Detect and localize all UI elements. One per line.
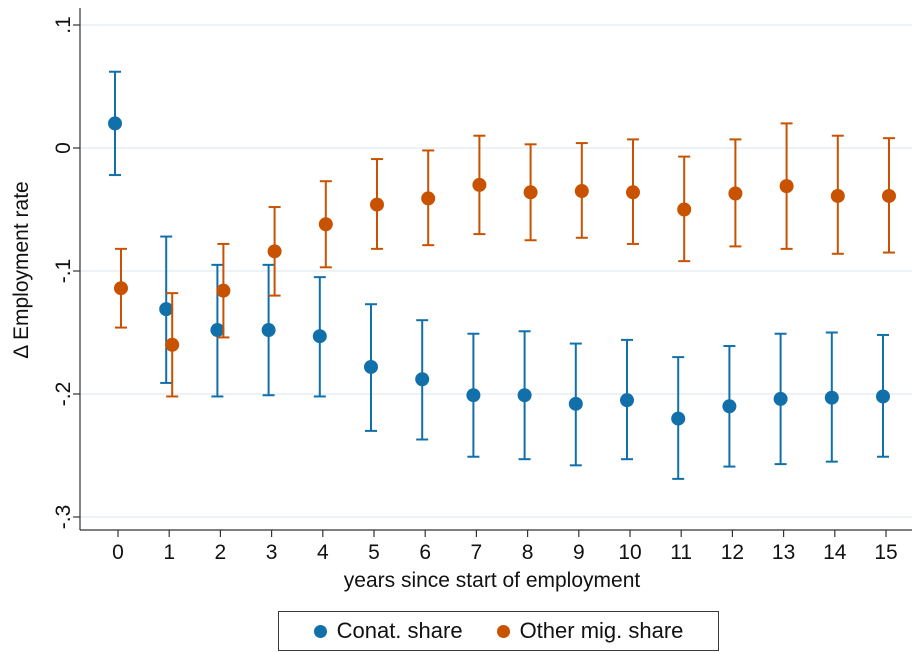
x-tick-label-9: 9	[573, 541, 585, 564]
x-tick-label-8: 8	[522, 541, 534, 564]
point-0-9	[568, 396, 583, 411]
point-0-10	[620, 393, 634, 408]
axes	[73, 8, 912, 537]
point-0-11	[671, 411, 686, 426]
series-0	[108, 70, 890, 480]
point-0-6	[415, 372, 430, 387]
series-1	[114, 122, 896, 398]
legend-marker-conat	[313, 624, 327, 638]
data-marks	[108, 70, 896, 480]
point-0-12	[722, 399, 737, 414]
x-tick-label-7: 7	[471, 541, 483, 564]
y-tick-label-3: -.2	[52, 382, 75, 407]
y-axis-label: Δ Employment rate	[10, 181, 33, 358]
point-1-1	[165, 337, 180, 352]
point-0-8	[517, 388, 532, 403]
point-1-11	[677, 202, 692, 217]
y-tick-label-0: .1	[52, 16, 75, 34]
y-tick-labels: .1 0 -.1 -.2 -.3	[52, 16, 75, 529]
point-1-4	[318, 217, 333, 232]
legend: Conat. share Other mig. share	[278, 611, 719, 651]
x-axis-label: years since start of employment	[344, 569, 641, 592]
point-1-3	[267, 244, 282, 259]
x-tick-label-13: 13	[772, 541, 795, 564]
legend-marker-other-mig	[496, 624, 510, 638]
legend-item-conat: Conat. share	[313, 618, 463, 644]
point-1-5	[370, 197, 384, 212]
point-0-1	[159, 302, 174, 317]
point-1-9	[574, 184, 589, 199]
point-0-5	[364, 359, 378, 374]
x-tick-label-14: 14	[823, 541, 847, 564]
x-tick-label-3: 3	[266, 541, 278, 564]
x-tick-label-2: 2	[215, 541, 227, 564]
point-0-4	[312, 329, 327, 344]
point-0-3	[261, 323, 276, 338]
x-tick-label-12: 12	[721, 541, 744, 564]
point-1-7	[472, 177, 487, 192]
x-tick-label-11: 11	[670, 541, 692, 564]
legend-label-conat: Conat. share	[336, 618, 463, 643]
point-1-0	[114, 281, 128, 296]
point-1-6	[421, 191, 436, 206]
point-0-2	[210, 323, 225, 338]
point-0-15	[876, 389, 890, 404]
x-tick-label-0: 0	[112, 541, 124, 564]
point-1-10	[626, 185, 640, 200]
y-tick-label-2: -.1	[52, 259, 75, 284]
x-tick-label-15: 15	[874, 541, 897, 564]
gridlines	[80, 24, 912, 518]
x-tick-label-10: 10	[618, 541, 641, 564]
point-0-13	[773, 391, 788, 406]
x-tick-label-5: 5	[368, 541, 380, 564]
point-1-8	[523, 185, 538, 200]
point-1-2	[216, 283, 231, 298]
point-1-12	[728, 186, 743, 201]
point-0-14	[824, 390, 839, 405]
y-tick-label-4: -.3	[52, 505, 75, 530]
point-0-7	[466, 388, 481, 403]
x-tick-label-6: 6	[419, 541, 431, 564]
legend-item-other-mig: Other mig. share	[496, 618, 684, 644]
point-1-13	[779, 179, 794, 194]
y-tick-label-1: 0	[52, 142, 75, 154]
point-1-15	[882, 188, 896, 203]
x-tick-label-1: 1	[163, 541, 175, 564]
x-tick-label-4: 4	[317, 541, 329, 564]
legend-label-other-mig: Other mig. share	[519, 618, 684, 643]
x-tick-labels: 0 1 2 3 4 5 6 7 8 9 10 11 12 13 14 15	[112, 541, 898, 564]
point-0-0	[108, 116, 122, 131]
point-1-14	[830, 188, 845, 203]
